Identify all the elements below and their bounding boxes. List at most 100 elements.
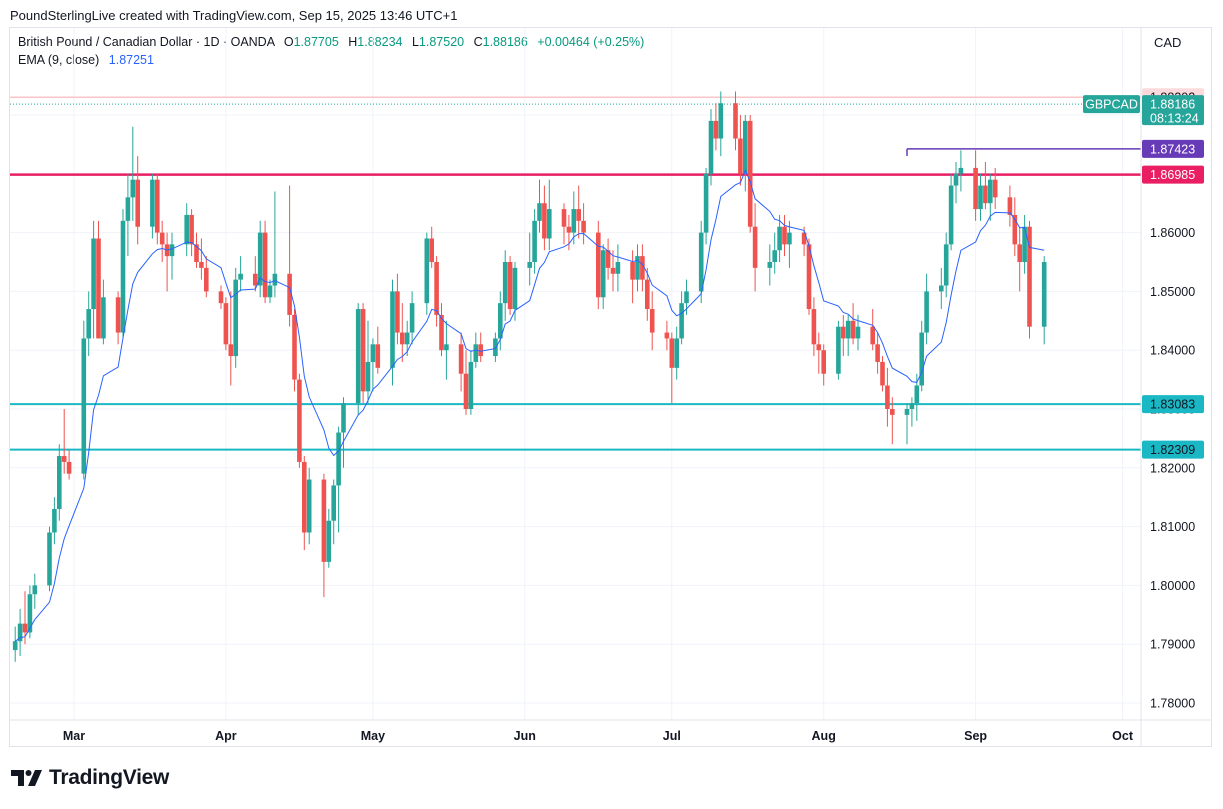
candle[interactable]	[47, 526, 52, 592]
candle[interactable]	[983, 162, 988, 210]
candle[interactable]	[664, 320, 670, 351]
candle[interactable]	[331, 479, 336, 545]
candle[interactable]	[870, 309, 875, 351]
candle[interactable]	[463, 350, 469, 415]
candle[interactable]	[948, 173, 954, 251]
candle[interactable]	[434, 256, 439, 327]
candle[interactable]	[498, 291, 503, 351]
candle[interactable]	[507, 256, 513, 315]
candle[interactable]	[816, 332, 822, 374]
candle[interactable]	[409, 291, 415, 345]
candle[interactable]	[233, 267, 238, 368]
candle[interactable]	[885, 367, 890, 427]
candle[interactable]	[880, 356, 885, 392]
candle[interactable]	[733, 91, 738, 151]
candle[interactable]	[772, 232, 777, 274]
candle[interactable]	[32, 573, 38, 609]
candle[interactable]	[743, 115, 748, 192]
candle[interactable]	[542, 185, 547, 251]
candle[interactable]	[125, 173, 131, 257]
candle[interactable]	[169, 232, 175, 280]
candle[interactable]	[924, 273, 929, 345]
candle[interactable]	[130, 126, 136, 221]
candle[interactable]	[547, 179, 552, 251]
candle[interactable]	[806, 238, 812, 315]
candle[interactable]	[718, 91, 724, 157]
candle[interactable]	[752, 203, 758, 292]
support-price-tag[interactable]: 1.82309	[1142, 440, 1204, 459]
candle[interactable]	[204, 256, 209, 298]
candle[interactable]	[738, 115, 743, 186]
candle[interactable]	[561, 203, 567, 245]
candle[interactable]	[953, 162, 959, 204]
candle[interactable]	[512, 262, 518, 321]
candle[interactable]	[189, 209, 194, 257]
candle[interactable]	[155, 173, 160, 245]
candle[interactable]	[375, 326, 381, 374]
candle[interactable]	[1022, 214, 1027, 274]
candle[interactable]	[708, 109, 714, 186]
candle[interactable]	[841, 314, 846, 357]
candle[interactable]	[988, 173, 993, 221]
candle[interactable]	[493, 332, 498, 362]
candle[interactable]	[355, 303, 361, 415]
candle[interactable]	[767, 244, 773, 286]
candle[interactable]	[703, 167, 709, 245]
candle[interactable]	[978, 173, 983, 221]
candle[interactable]	[120, 209, 126, 339]
candle[interactable]	[875, 332, 880, 374]
candle[interactable]	[747, 115, 753, 233]
candle[interactable]	[787, 220, 792, 268]
candle[interactable]	[943, 232, 949, 298]
candle[interactable]	[669, 332, 675, 404]
candle[interactable]	[404, 320, 410, 357]
candle[interactable]	[845, 314, 851, 357]
candle[interactable]	[850, 303, 856, 345]
candle[interactable]	[635, 244, 640, 292]
candle[interactable]	[698, 220, 704, 304]
candle[interactable]	[297, 373, 302, 468]
candle[interactable]	[326, 508, 332, 568]
candle[interactable]	[777, 214, 782, 262]
candle[interactable]	[184, 203, 189, 257]
candle[interactable]	[257, 220, 263, 298]
candle[interactable]	[429, 226, 434, 268]
symbol-badge[interactable]: GBPCAD	[1083, 95, 1140, 114]
candle[interactable]	[287, 185, 292, 327]
candle[interactable]	[576, 185, 581, 239]
candle[interactable]	[22, 591, 28, 645]
candle[interactable]	[684, 279, 689, 315]
candle[interactable]	[640, 244, 645, 292]
candle[interactable]	[649, 291, 655, 351]
candle[interactable]	[292, 309, 297, 392]
candle[interactable]	[96, 220, 101, 339]
candle[interactable]	[958, 150, 964, 192]
candle[interactable]	[615, 244, 621, 292]
candle[interactable]	[537, 179, 542, 233]
candle[interactable]	[502, 250, 508, 321]
candle[interactable]	[904, 403, 910, 445]
candle[interactable]	[57, 444, 62, 521]
candle[interactable]	[679, 291, 684, 345]
candle[interactable]	[164, 232, 170, 292]
candle[interactable]	[674, 326, 679, 380]
candle[interactable]	[365, 320, 371, 404]
candle[interactable]	[66, 450, 72, 480]
candle[interactable]	[321, 473, 327, 598]
candle[interactable]	[223, 297, 229, 351]
candle[interactable]	[61, 409, 67, 474]
candle[interactable]	[52, 497, 57, 545]
candle[interactable]	[115, 291, 121, 345]
candle[interactable]	[218, 285, 224, 310]
candle[interactable]	[12, 626, 18, 662]
candle[interactable]	[302, 456, 307, 551]
candle[interactable]	[17, 608, 23, 656]
candle[interactable]	[581, 203, 586, 245]
instrument-title[interactable]: British Pound / Canadian Dollar · 1D · O…	[18, 35, 275, 49]
candle[interactable]	[610, 250, 616, 292]
candle[interactable]	[159, 220, 165, 262]
candle[interactable]	[1007, 185, 1013, 227]
candle[interactable]	[1012, 197, 1018, 257]
candle[interactable]	[939, 267, 944, 310]
